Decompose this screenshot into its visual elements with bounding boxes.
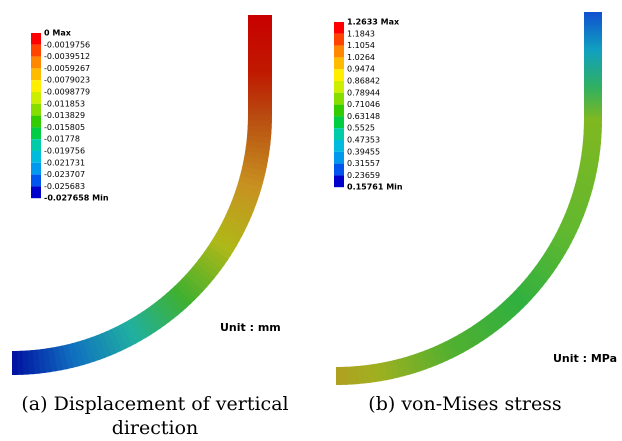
legend-swatch bbox=[31, 68, 41, 80]
legend-label: 0 Max bbox=[44, 29, 72, 38]
unit-label: Unit : MPa bbox=[553, 352, 617, 365]
legend-label: 0.23659 bbox=[347, 171, 380, 180]
legend-label: -0.023707 bbox=[44, 170, 85, 179]
legend-swatch bbox=[334, 105, 344, 117]
pipe-straight bbox=[584, 12, 602, 120]
legend-label: 0.47353 bbox=[347, 136, 380, 145]
legend-label: 0.9474 bbox=[347, 65, 375, 74]
legend-label: 0.39455 bbox=[347, 147, 380, 156]
legend-label: -0.0019756 bbox=[44, 40, 90, 49]
legend-swatch bbox=[334, 57, 344, 69]
legend-swatch bbox=[334, 116, 344, 128]
legend-swatch bbox=[31, 45, 41, 57]
legend-swatch bbox=[31, 151, 41, 163]
legend-swatch bbox=[31, 139, 41, 151]
unit-label: Unit : mm bbox=[220, 321, 281, 334]
caption: (b) von-Mises stress bbox=[368, 393, 561, 415]
legend-label: -0.0079023 bbox=[44, 76, 90, 85]
legend-label: 1.2633 Max bbox=[347, 18, 400, 27]
legend-swatch bbox=[334, 140, 344, 152]
legend-swatch bbox=[31, 92, 41, 104]
legend-swatch bbox=[334, 152, 344, 164]
legend-swatch bbox=[334, 175, 344, 187]
legend-swatch bbox=[31, 127, 41, 139]
legend-label: 0.5525 bbox=[347, 124, 375, 133]
legend-label: -0.015805 bbox=[44, 123, 85, 132]
legend-label: -0.0059267 bbox=[44, 64, 90, 73]
legend-swatch bbox=[31, 186, 41, 198]
caption: direction bbox=[112, 417, 199, 439]
legend-swatch bbox=[31, 57, 41, 69]
legend-label: 1.1054 bbox=[347, 41, 375, 50]
legend-label: 0.78944 bbox=[347, 88, 380, 97]
figure: Unit : mm Unit : MPa (a) Displacement of… bbox=[0, 0, 622, 441]
legend-label: -0.011853 bbox=[44, 99, 85, 108]
legend-swatch bbox=[334, 164, 344, 176]
legend-label: -0.019756 bbox=[44, 147, 85, 156]
legend-swatch bbox=[334, 46, 344, 58]
legend-label: -0.025683 bbox=[44, 182, 85, 191]
legend-label: 1.0264 bbox=[347, 53, 375, 62]
legend-swatch bbox=[334, 93, 344, 105]
legend-swatch bbox=[334, 69, 344, 81]
legend-swatch bbox=[31, 104, 41, 116]
pipe-straight bbox=[248, 15, 272, 116]
pipe-bend bbox=[336, 367, 342, 385]
legend-swatch bbox=[334, 81, 344, 93]
legend-swatch bbox=[334, 34, 344, 46]
legend-label: 0.86842 bbox=[347, 77, 380, 86]
legend-swatch bbox=[31, 163, 41, 175]
legend-label: 0.31557 bbox=[347, 159, 380, 168]
legend-swatch bbox=[31, 33, 41, 45]
legend-label: -0.021731 bbox=[44, 158, 85, 167]
legend-label: -0.0098779 bbox=[44, 88, 90, 97]
legend-label: 0.15761 Min bbox=[347, 183, 403, 192]
legend-swatch bbox=[31, 175, 41, 187]
legend-swatch bbox=[31, 80, 41, 92]
pipe-bend bbox=[12, 351, 18, 375]
legend-label: -0.027658 Min bbox=[44, 194, 109, 203]
legend-label: -0.0039512 bbox=[44, 52, 90, 61]
caption: (a) Displacement of vertical bbox=[21, 393, 288, 415]
legend-label: -0.01778 bbox=[44, 135, 80, 144]
legend-swatch bbox=[334, 22, 344, 34]
legend-label: -0.013829 bbox=[44, 111, 85, 120]
legend-label: 0.63148 bbox=[347, 112, 380, 121]
legend-label: 1.1843 bbox=[347, 29, 375, 38]
legend-swatch bbox=[334, 128, 344, 140]
legend-swatch bbox=[31, 116, 41, 128]
legend-label: 0.71046 bbox=[347, 100, 380, 109]
